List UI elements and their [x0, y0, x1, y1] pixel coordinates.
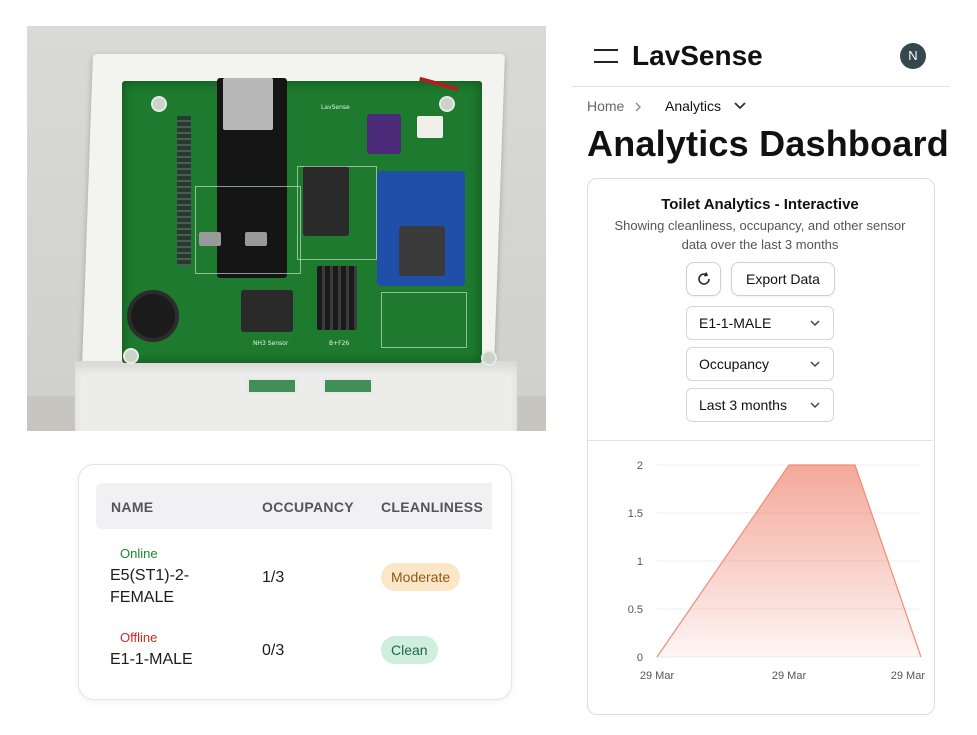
sd-card [399, 226, 445, 276]
mount-hole [439, 96, 455, 112]
refresh-icon [697, 272, 710, 285]
silkscreen-outline [195, 186, 301, 274]
wifi-module [223, 78, 273, 130]
silkscreen-outline [381, 292, 467, 348]
occupancy-value: 0/3 [262, 642, 285, 659]
cleanliness-badge: Moderate [381, 563, 461, 591]
device-photo: LavSense NH3 Sensor B+F26 [27, 26, 546, 431]
toilet-name-line: FEMALE [110, 589, 175, 606]
pcb-silk-title: LavSense [321, 104, 350, 111]
toilet-select[interactable]: E1-1-MALE [686, 306, 834, 340]
card-title: Toilet Analytics - Interactive [661, 196, 859, 213]
card-description: Showing cleanliness, occupancy, and othe… [614, 218, 906, 252]
area-fill [657, 465, 921, 657]
cleanliness-badge: Clean [381, 636, 438, 664]
nh3-sensor-module [241, 290, 293, 332]
chevron-down-icon[interactable] [733, 100, 747, 112]
pcb-label: NH3 Sensor [253, 340, 289, 347]
usb-port [199, 232, 221, 246]
breadcrumb-home[interactable]: Home [587, 98, 625, 114]
toilet-name[interactable]: E5(ST1)-2- FEMALE [110, 565, 189, 609]
y-tick-label: 1 [637, 556, 643, 568]
time-range-select-value: Last 3 months [699, 397, 787, 413]
hamburger-icon [594, 49, 618, 51]
chevron-down-icon [810, 361, 820, 368]
x-tick-label: 29 Mar [640, 670, 675, 682]
x-tick-label: 29 Mar [891, 670, 926, 682]
column-header-name[interactable]: NAME [111, 499, 154, 515]
column-header-occupancy[interactable]: OCCUPANCY [262, 499, 354, 515]
y-tick-label: 0.5 [628, 604, 643, 616]
vent-slot [247, 378, 297, 394]
hamburger-icon [594, 61, 618, 63]
pcb-label: B+F26 [329, 340, 350, 347]
silkscreen-outline [297, 166, 377, 260]
mount-hole [481, 350, 497, 366]
card-divider [588, 440, 933, 441]
header-divider [572, 86, 950, 87]
sensor-module [303, 166, 349, 236]
y-tick-label: 1.5 [628, 508, 643, 520]
status-offline: Offline [120, 630, 158, 645]
export-data-button[interactable]: Export Data [731, 262, 835, 296]
table-header-row [96, 483, 492, 529]
mount-hole [151, 96, 167, 112]
occupancy-value: 1/3 [262, 569, 285, 586]
jst-connector [417, 116, 443, 138]
usb-port [245, 232, 267, 246]
x-tick-label: 29 Mar [772, 670, 807, 682]
app-logo[interactable]: LavSense [632, 40, 763, 71]
occupancy-area-chart[interactable]: 2 1.5 1 0.5 0 29 Mar 29 Mar 29 Mar [588, 448, 933, 688]
heatsink [317, 266, 357, 330]
y-tick-label: 0 [637, 652, 643, 664]
y-tick-label: 2 [637, 460, 643, 472]
toilet-select-value: E1-1-MALE [699, 315, 772, 331]
refresh-button[interactable] [686, 262, 721, 296]
toilet-name-line: E5(ST1)-2- [110, 567, 190, 584]
metric-select-value: Occupancy [699, 356, 770, 372]
vent-slot [323, 378, 373, 394]
menu-button[interactable] [590, 46, 622, 68]
avatar[interactable]: N [900, 43, 926, 69]
round-sensor [127, 290, 179, 342]
column-header-cleanliness[interactable]: CLEANLINESS [381, 499, 484, 515]
metric-select[interactable]: Occupancy [686, 347, 834, 381]
enclosure-front [75, 361, 517, 431]
chevron-down-icon [810, 402, 820, 409]
mount-hole [123, 348, 139, 364]
area-line [656, 464, 922, 658]
chevron-right-icon [635, 102, 641, 112]
toilet-name[interactable]: E1-1-MALE [110, 651, 193, 668]
pin-header [177, 116, 191, 266]
sensor-module-purple [367, 114, 401, 154]
page-title: Analytics Dashboard [587, 123, 949, 164]
chevron-down-icon [810, 320, 820, 327]
time-range-select[interactable]: Last 3 months [686, 388, 834, 422]
status-online: Online [120, 546, 158, 561]
breadcrumb-current[interactable]: Analytics [665, 98, 722, 114]
